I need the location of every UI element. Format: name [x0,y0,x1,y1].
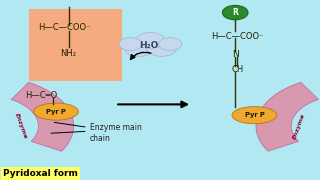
Circle shape [146,39,177,56]
Circle shape [136,32,165,49]
Text: H—C—COO⁻: H—C—COO⁻ [211,31,264,40]
PathPatch shape [256,82,318,151]
Text: Pyr P: Pyr P [46,109,66,115]
PathPatch shape [11,82,74,151]
Text: H—C—COO⁻: H—C—COO⁻ [38,23,91,32]
Text: Enzyme: Enzyme [14,112,28,140]
Circle shape [159,38,182,51]
Circle shape [119,38,142,51]
Circle shape [124,39,155,56]
Text: H₂O: H₂O [139,41,158,50]
Text: N: N [232,50,238,59]
Text: NH₂: NH₂ [60,49,76,58]
Text: Pyr P: Pyr P [244,112,264,118]
Circle shape [222,5,248,20]
Text: R: R [232,8,238,17]
FancyBboxPatch shape [29,9,122,81]
Ellipse shape [34,103,78,120]
Text: Enzyme: Enzyme [292,112,306,140]
Text: Pyridoxal form: Pyridoxal form [3,169,78,178]
Text: CH: CH [231,65,243,74]
Ellipse shape [232,107,277,124]
Text: H—C═O: H—C═O [26,91,58,100]
Text: Enzyme main
chain: Enzyme main chain [90,123,141,143]
